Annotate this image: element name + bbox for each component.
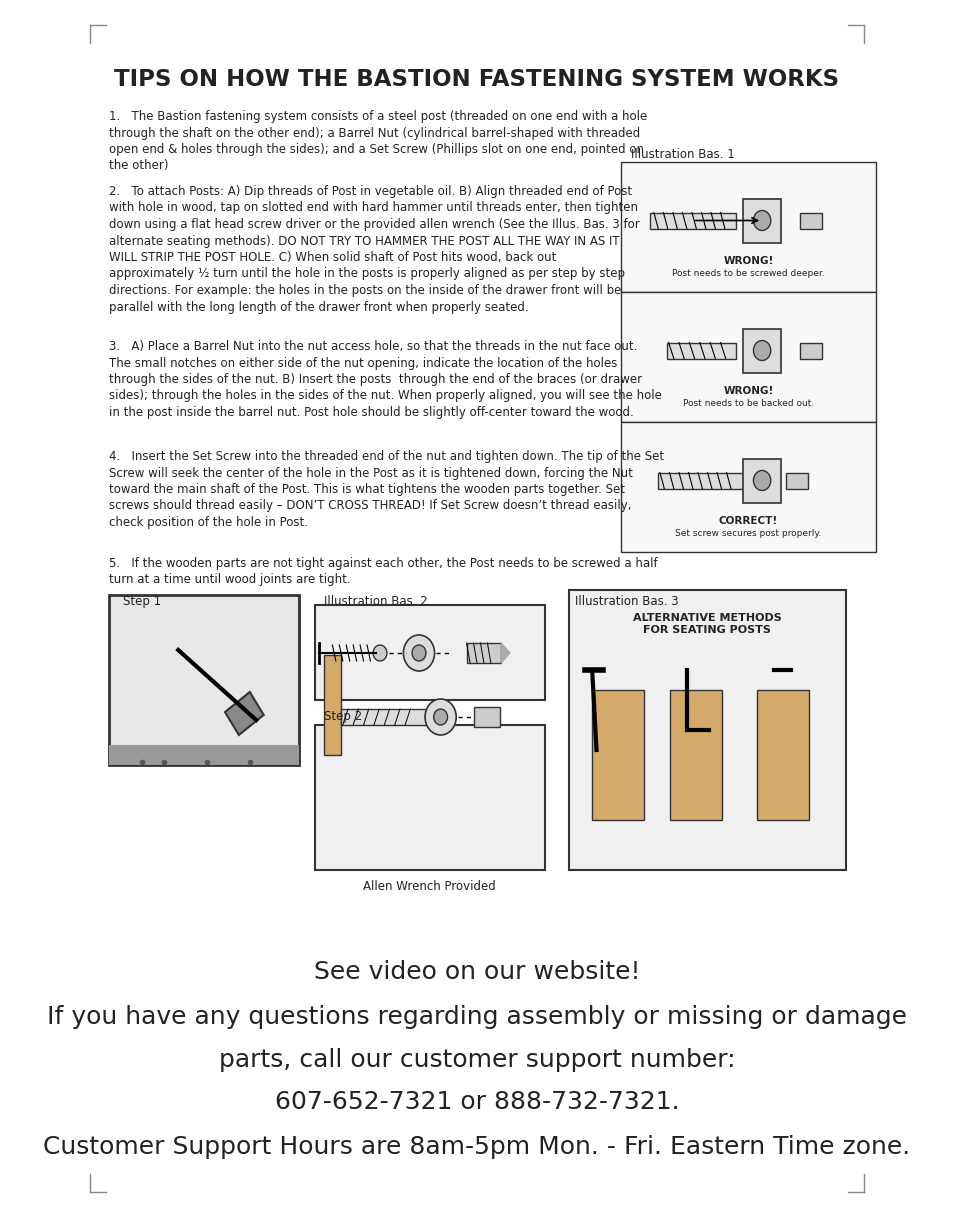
Bar [620,292,875,422]
Text: Allen Wrench Provided: Allen Wrench Provided [363,880,496,893]
Bar [742,459,781,503]
Bar [669,690,721,820]
Text: 4.   Insert the Set Screw into the threaded end of the nut and tighten down. The: 4. Insert the Set Screw into the threade… [109,450,663,529]
Bar [620,162,875,292]
Bar [658,472,744,488]
Bar [756,690,808,820]
Text: parts, call our customer support number:: parts, call our customer support number: [218,1048,735,1072]
Bar [785,472,807,488]
Text: Post needs to be screwed deeper.: Post needs to be screwed deeper. [672,269,824,277]
Bar [800,342,821,359]
Text: CORRECT!: CORRECT! [719,516,778,526]
Text: 607-652-7321 or 888-732-7321.: 607-652-7321 or 888-732-7321. [274,1090,679,1114]
Bar [225,692,263,735]
Text: Illustration Bas. 1: Illustration Bas. 1 [631,148,734,161]
Bar [466,643,500,663]
Text: 3.   A) Place a Barrel Nut into the nut access hole, so that the threads in the : 3. A) Place a Barrel Nut into the nut ac… [109,340,661,419]
Text: Post needs to be backed out.: Post needs to be backed out. [682,399,813,408]
Text: Step 2: Step 2 [323,710,361,723]
Bar [473,707,499,727]
Bar [742,198,781,242]
Bar [323,655,340,755]
Text: 2.   To attach Posts: A) Dip threads of Post in vegetable oil. B) Align threaded: 2. To attach Posts: A) Dip threads of Po… [109,185,639,314]
Text: Illustration Bas. 3: Illustration Bas. 3 [575,595,678,608]
Circle shape [753,471,770,490]
Text: Step 1: Step 1 [123,595,161,608]
Bar [340,710,427,725]
Circle shape [434,710,447,725]
Text: Illustration Bas. 2: Illustration Bas. 2 [323,595,427,608]
Circle shape [412,645,425,661]
Bar [620,422,875,553]
Text: 5.   If the wooden parts are not tight against each other, the Post needs to be : 5. If the wooden parts are not tight aga… [109,557,657,587]
Text: ALTERNATIVE METHODS
FOR SEATING POSTS: ALTERNATIVE METHODS FOR SEATING POSTS [632,613,781,634]
Text: Set screw secures post properly.: Set screw secures post properly. [675,528,821,538]
Text: See video on our website!: See video on our website! [314,960,639,985]
Text: WRONG!: WRONG! [722,386,773,396]
Circle shape [425,699,456,735]
Text: Customer Support Hours are 8am-5pm Mon. - Fri. Eastern Time zone.: Customer Support Hours are 8am-5pm Mon. … [43,1135,910,1159]
Circle shape [753,211,770,230]
Bar [109,595,299,765]
Bar [742,329,781,372]
Bar [568,590,845,870]
Circle shape [753,341,770,360]
Text: WRONG!: WRONG! [722,256,773,265]
Bar [314,725,544,870]
Bar [109,745,299,765]
Bar [314,605,544,700]
Text: If you have any questions regarding assembly or missing or damage: If you have any questions regarding asse… [47,1005,906,1030]
Bar [800,213,821,229]
Circle shape [373,645,387,661]
Bar [666,342,736,359]
Text: 1.   The Bastion fastening system consists of a steel post (threaded on one end : 1. The Bastion fastening system consists… [109,110,646,173]
Bar [649,213,736,229]
Bar [592,690,643,820]
Polygon shape [500,643,509,663]
Circle shape [403,635,435,671]
Text: TIPS ON HOW THE BASTION FASTENING SYSTEM WORKS: TIPS ON HOW THE BASTION FASTENING SYSTEM… [114,68,839,91]
